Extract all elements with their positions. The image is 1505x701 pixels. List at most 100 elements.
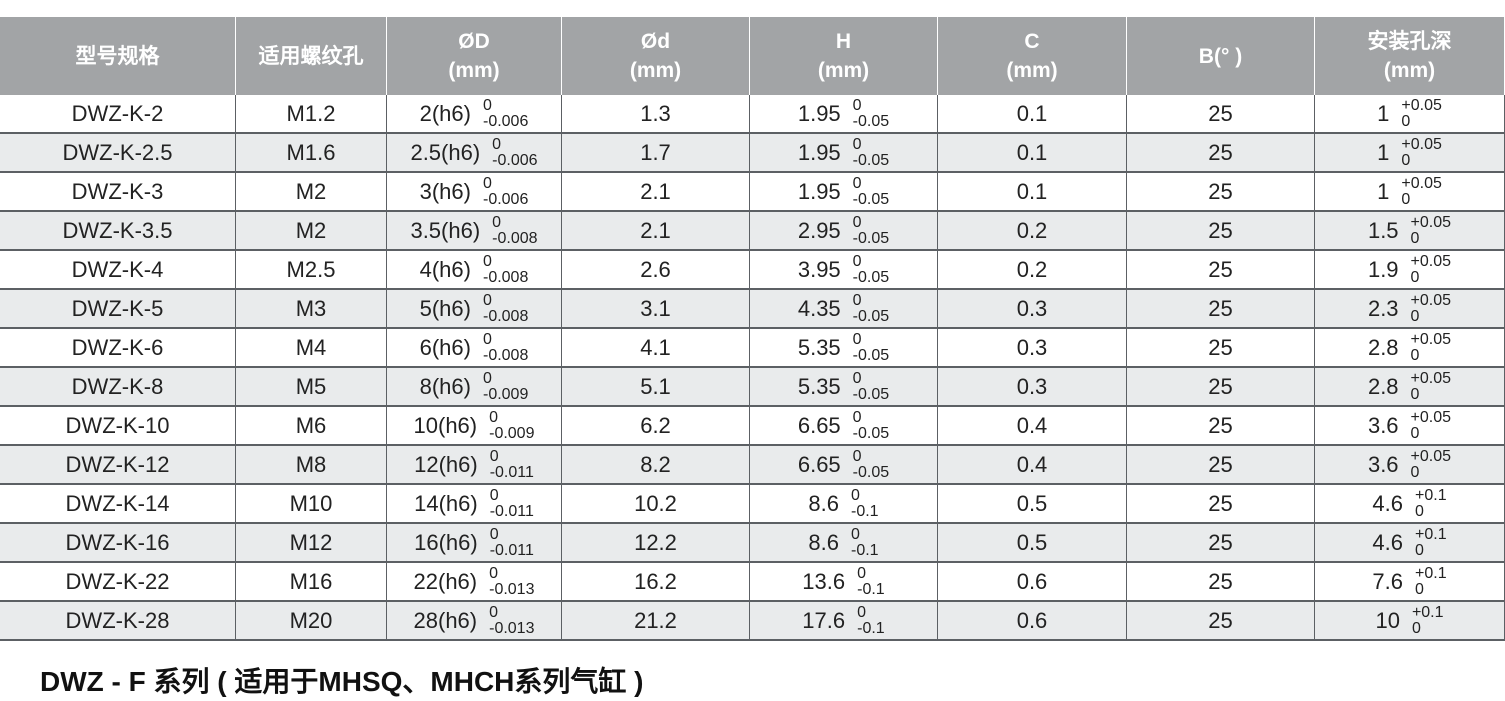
table-cell: DWZ-K-14: [0, 485, 236, 524]
tolerance: 0 -0.008: [482, 331, 529, 364]
cell-text: 25: [1208, 490, 1233, 516]
cell-value: 4.6: [1372, 490, 1403, 516]
tolerance-upper: 0: [489, 447, 499, 465]
cell-text: 2.1: [640, 217, 671, 243]
table-cell: 0.2: [938, 251, 1127, 290]
tolerance-upper: 0: [852, 96, 862, 114]
tolerance-lower: -0.05: [852, 112, 890, 130]
table-cell: DWZ-K-28: [0, 602, 236, 641]
cell-text: 1.3: [640, 100, 671, 126]
cell-text: 16.2: [634, 568, 677, 594]
header-text: ØD: [458, 30, 490, 53]
cell-text: 25: [1208, 412, 1233, 438]
cell-text: 4.1: [640, 334, 671, 360]
cell-text: DWZ-K-3.5: [62, 217, 173, 243]
tolerance-upper: 0: [852, 330, 862, 348]
tolerance: +0.05 0: [1410, 213, 1452, 247]
tolerance-lower: -0.006: [492, 151, 538, 169]
tolerance: +0.05 0: [1401, 135, 1442, 169]
cell-text: 0.6: [1016, 568, 1048, 594]
table-cell: 28(h6) 0 -0.013: [387, 602, 562, 641]
table-cell: DWZ-K-10: [0, 407, 236, 446]
tolerance-upper: 0: [852, 408, 862, 426]
cell-value: 1.95: [797, 139, 841, 165]
cell-value: 1: [1377, 139, 1390, 165]
tolerance-upper: 0: [492, 213, 502, 231]
tolerance-upper: 0: [489, 408, 499, 426]
tolerance-upper: +0.1: [1411, 603, 1444, 621]
table-cell: 1.3: [562, 95, 750, 134]
tolerance: 0 -0.05: [852, 330, 889, 364]
cell-value: 4(h6): [419, 256, 471, 282]
cell-text: DWZ-K-14: [65, 490, 170, 516]
tolerance: +0.05 0: [1411, 409, 1451, 442]
tolerance: +0.05 0: [1401, 175, 1441, 208]
header-text: 型号规格: [75, 44, 160, 68]
tolerance: 0 -0.05: [852, 292, 890, 325]
header-text: (mm): [1383, 59, 1436, 82]
section-title: DWZ - F 系列 ( 适用于MHSQ、MHCH系列气缸 ): [40, 666, 644, 697]
tolerance-lower: -0.008: [482, 268, 529, 286]
table-cell: 3.5(h6) 0 -0.008: [387, 212, 562, 251]
cell-value: 6.65: [797, 451, 841, 477]
cell-text: 0.4: [1016, 412, 1048, 438]
cell-text: M16: [289, 568, 333, 594]
header-cell: B(° ): [1127, 17, 1315, 95]
cell-text: M1.6: [286, 139, 336, 165]
cell-value: 6(h6): [419, 334, 471, 360]
table-cell: 0.1: [938, 173, 1127, 212]
header-text: 适用螺纹孔: [258, 44, 364, 68]
header-cell: H (mm): [750, 17, 938, 95]
table-cell: 2.1: [562, 212, 750, 251]
tolerance-lower: -0.009: [489, 424, 535, 442]
table-cell: 0.2: [938, 212, 1127, 251]
table-cell: 1.9 +0.05 0: [1315, 251, 1505, 290]
table-cell: M8: [236, 446, 387, 485]
tolerance: 0 -0.1: [857, 564, 885, 598]
header-text: B(° ): [1198, 44, 1243, 68]
cell-text: DWZ-K-8: [71, 373, 164, 399]
cell-text: 25: [1208, 217, 1233, 243]
tolerance: 0 -0.05: [852, 369, 889, 403]
table-cell: 16(h6) 0 -0.011: [387, 524, 562, 563]
tolerance-upper: 0: [857, 564, 867, 582]
table-cell: 4.6 +0.1 0: [1315, 524, 1505, 563]
table-cell: DWZ-K-5: [0, 290, 236, 329]
tolerance-upper: +0.05: [1401, 135, 1442, 153]
table-cell: 1 +0.05 0: [1315, 95, 1505, 134]
cell-value: 16(h6): [414, 529, 478, 555]
cell-text: 2.1: [640, 178, 671, 204]
cell-text: 25: [1208, 568, 1233, 594]
table-cell: DWZ-K-2.5: [0, 134, 236, 173]
tolerance: 0 -0.008: [482, 253, 529, 286]
tolerance: +0.05 0: [1411, 253, 1451, 286]
tolerance: 0 -0.011: [489, 447, 534, 481]
cell-value: 5.35: [797, 373, 841, 399]
table-cell: 25: [1127, 329, 1315, 368]
tolerance-upper: 0: [489, 525, 499, 543]
tolerance-upper: +0.1: [1415, 525, 1447, 543]
tolerance-lower: -0.006: [482, 112, 529, 130]
cell-value: 1.5: [1367, 217, 1399, 243]
cell-value: 2.3: [1367, 295, 1399, 321]
cell-value: 2.5(h6): [410, 139, 481, 165]
table-cell: 6.2: [562, 407, 750, 446]
table-cell: DWZ-K-3: [0, 173, 236, 212]
table-cell: 6.65 0 -0.05: [750, 446, 938, 485]
cell-text: 0.3: [1016, 373, 1048, 399]
table-cell: 2.5(h6) 0 -0.006: [387, 134, 562, 173]
table-cell: 8(h6) 0 -0.009: [387, 368, 562, 407]
tolerance: +0.1 0: [1415, 525, 1447, 559]
tolerance-upper: +0.05: [1410, 213, 1452, 231]
cell-text: 25: [1208, 178, 1233, 204]
table-cell: 25: [1127, 212, 1315, 251]
cell-value: 13.6: [802, 568, 846, 594]
tolerance-lower: -0.008: [482, 346, 529, 364]
table-cell: M20: [236, 602, 387, 641]
tolerance-upper: 0: [852, 369, 862, 387]
tolerance-lower: -0.1: [851, 502, 879, 520]
tolerance-upper: +0.1: [1415, 564, 1447, 582]
cell-value: 6.65: [797, 412, 841, 438]
tolerance-lower: -0.05: [852, 307, 890, 325]
